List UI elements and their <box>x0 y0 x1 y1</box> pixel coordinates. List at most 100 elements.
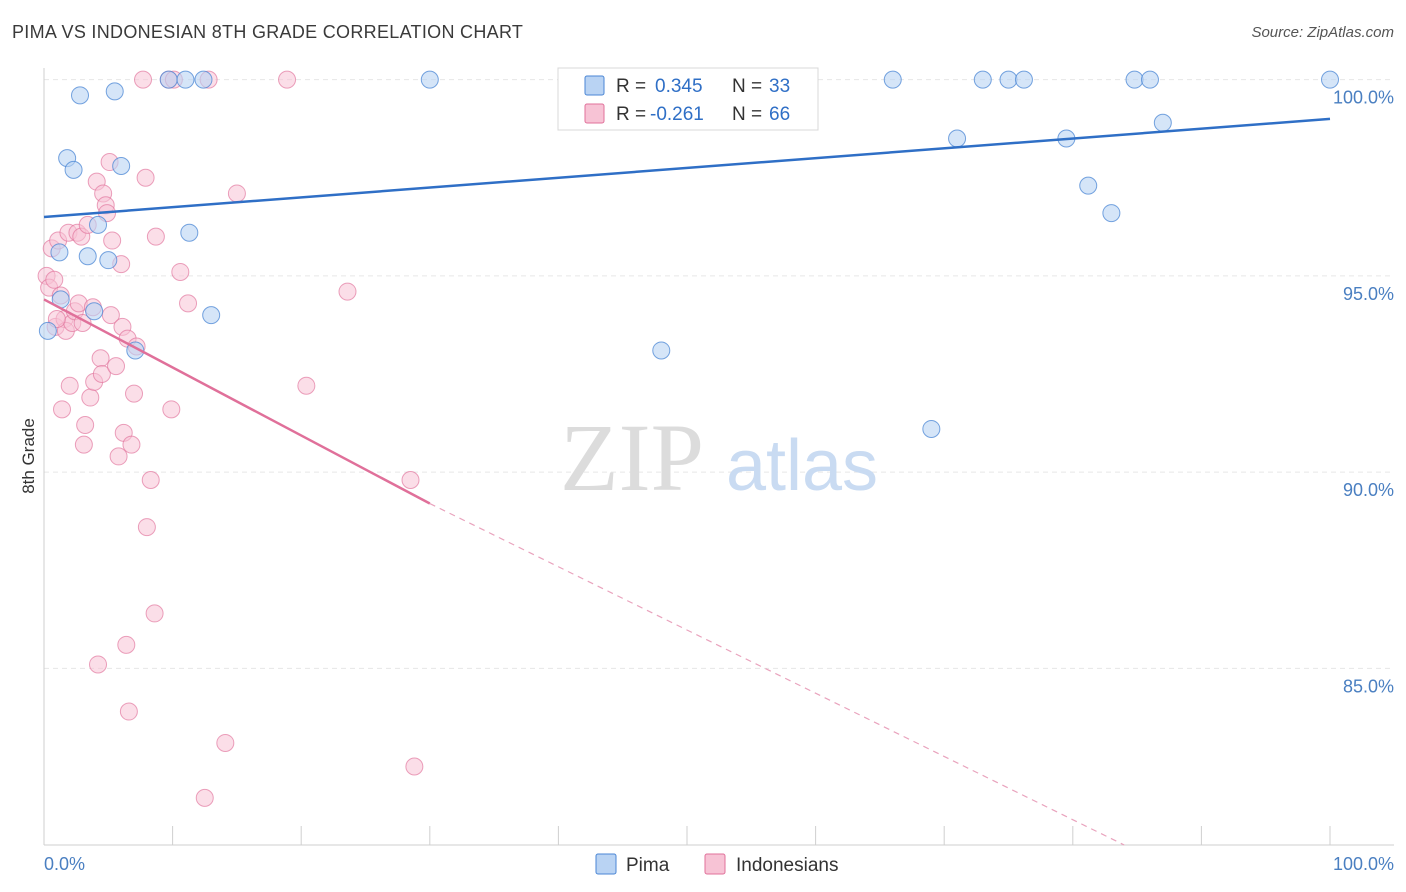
gridlines <box>44 79 1394 669</box>
indonesians-point <box>405 757 424 776</box>
trend-lines <box>43 117 1331 846</box>
legend-pima-label: Pima <box>626 855 670 876</box>
pima-point <box>159 70 178 89</box>
pima-point <box>999 70 1018 89</box>
axes <box>43 68 1394 846</box>
indonesians-point <box>278 70 297 89</box>
pima-r-value: 0.345 <box>655 76 703 97</box>
indonesians-point <box>297 376 316 395</box>
pima-point <box>176 70 195 89</box>
indonesians-point <box>89 655 108 674</box>
pima-point <box>105 82 124 101</box>
pima-point <box>1125 70 1144 89</box>
indonesians-points <box>37 70 424 807</box>
x-tick-label-min: 0.0% <box>44 854 85 874</box>
y-tick-label: 85.0% <box>1343 676 1394 696</box>
pima-point <box>202 306 221 325</box>
pima-point <box>652 341 671 360</box>
pima-point <box>78 247 97 266</box>
indonesians-point <box>53 400 72 419</box>
indonesians-point <box>338 282 357 301</box>
watermark-zip: ZIP <box>560 404 704 511</box>
pima-point <box>85 302 104 321</box>
pima-legend-swatch <box>584 75 605 96</box>
indonesians-point <box>60 376 79 395</box>
pima-trend-line <box>43 117 1331 219</box>
pima-point <box>883 70 902 89</box>
pima-n-value: 33 <box>769 76 790 97</box>
pima-point <box>1153 113 1172 132</box>
indonesians-point <box>171 262 190 281</box>
indonesians-point <box>401 470 420 489</box>
indonesians-point <box>122 435 141 454</box>
pima-r-label: R = <box>616 76 646 97</box>
pima-point <box>194 70 213 89</box>
chart-title: PIMA VS INDONESIAN 8TH GRADE CORRELATION… <box>12 22 524 42</box>
pima-point <box>180 223 199 242</box>
stats-legend: R = 0.345 N = 33 R = -0.261 N = 66 <box>557 67 819 131</box>
indonesians-point <box>109 447 128 466</box>
legend-indonesians-label: Indonesians <box>736 855 838 876</box>
indonesians-point <box>74 435 93 454</box>
pima-point <box>50 243 69 262</box>
indonesians-point <box>216 733 235 752</box>
indonesians-point <box>81 388 100 407</box>
pima-point <box>71 86 90 105</box>
indonesians-n-label: N = <box>732 104 762 125</box>
indonesians-r-label: R = <box>616 104 646 125</box>
pima-point <box>38 321 57 340</box>
indonesians-point <box>119 702 138 721</box>
indonesians-point <box>179 294 198 313</box>
series-legend: Pima Indonesians <box>595 853 838 876</box>
indonesians-trend-line <box>43 298 431 505</box>
source-label: Source: ZipAtlas.com <box>1251 24 1394 41</box>
pima-point <box>1014 70 1033 89</box>
pima-point <box>420 70 439 89</box>
indonesians-point <box>146 227 165 246</box>
indonesians-point <box>117 635 136 654</box>
indonesians-point <box>92 365 111 383</box>
indonesians-r-value: -0.261 <box>650 104 704 125</box>
indonesians-point <box>162 400 181 419</box>
watermark-atlas: atlas <box>726 426 878 506</box>
indonesians-point <box>136 168 155 187</box>
pima-point <box>1321 70 1339 89</box>
pima-point <box>973 70 992 89</box>
pima-point <box>922 419 941 438</box>
indonesians-legend-swatch <box>584 103 605 124</box>
y-tick-label: 90.0% <box>1343 480 1394 500</box>
y-axis-title: 8th Grade <box>19 418 38 494</box>
legend-indonesians-swatch <box>704 853 726 875</box>
pima-point <box>89 215 108 234</box>
x-tick-label-max: 100.0% <box>1333 854 1394 874</box>
y-tick-labels: 85.0% 90.0% 95.0% 100.0% <box>1333 88 1394 697</box>
indonesians-trend-extension <box>429 502 1125 846</box>
y-tick-label: 95.0% <box>1343 284 1394 304</box>
indonesians-point <box>103 231 122 250</box>
pima-point <box>99 251 118 270</box>
legend-pima-swatch <box>595 853 617 875</box>
indonesians-point <box>141 470 160 489</box>
pima-point <box>1079 176 1098 195</box>
indonesians-point <box>195 788 214 807</box>
indonesians-point <box>101 306 120 325</box>
indonesians-point <box>107 357 126 376</box>
pima-point <box>948 129 967 148</box>
indonesians-point <box>227 184 246 203</box>
x-tick-labels: 0.0% 100.0% <box>44 854 1394 874</box>
watermark: ZIP atlas <box>560 404 878 511</box>
indonesians-point <box>91 349 110 368</box>
indonesians-point <box>145 604 164 623</box>
indonesians-n-value: 66 <box>769 104 790 125</box>
indonesians-point <box>134 70 153 89</box>
pima-point <box>112 156 131 175</box>
indonesians-point <box>76 416 95 435</box>
indonesians-point <box>137 518 156 537</box>
pima-point <box>64 160 83 179</box>
pima-point <box>1140 70 1159 89</box>
pima-points <box>38 70 1339 438</box>
pima-n-label: N = <box>732 76 762 97</box>
y-tick-label: 100.0% <box>1333 88 1394 108</box>
indonesians-point <box>45 270 64 289</box>
